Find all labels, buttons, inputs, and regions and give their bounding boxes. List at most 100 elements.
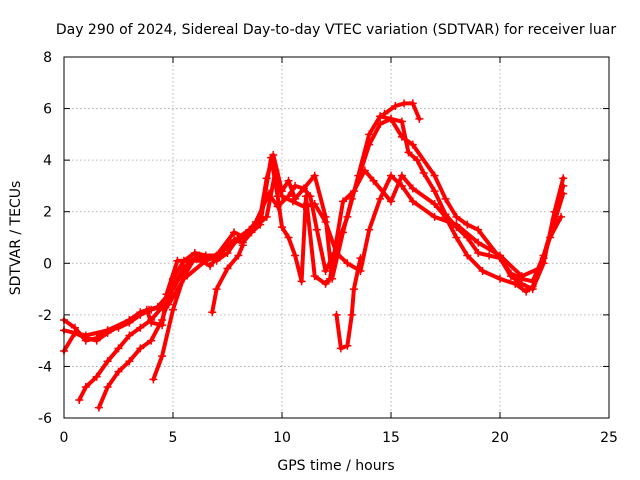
data-point-marker [136,310,145,319]
data-point-marker [245,225,254,234]
data-point-marker [321,267,330,276]
y-tick-label: 8 [43,50,52,66]
x-tick-label: 0 [60,430,69,446]
data-point-marker [125,318,134,327]
data-point-marker [474,238,483,247]
data-point-marker [92,334,101,343]
data-point-marker [430,199,439,208]
data-point-marker [114,344,123,353]
y-tick-label: 6 [43,102,52,118]
series-trace-5 [94,254,208,412]
data-point-marker [365,225,374,234]
data-point-marker [299,184,308,193]
data-point-marker [397,117,406,126]
data-point-marker [360,166,369,175]
y-tick-label: -4 [38,359,52,375]
data-point-marker [539,251,548,260]
axis-ticks: 0 5 10 15 20 25 -6 -4 -2 0 2 4 6 8 [38,50,618,446]
data-point-marker [223,248,232,257]
data-point-marker [291,194,300,203]
data-point-marker [463,220,472,229]
data-point-marker [365,130,374,139]
data-point-marker [354,171,363,180]
data-point-marker [430,212,439,221]
data-point-marker [256,220,265,229]
y-tick-label: 2 [43,205,52,221]
data-point-marker [380,109,389,118]
data-point-marker [419,169,428,178]
data-point-marker [413,156,422,165]
data-point-marker [321,212,330,221]
x-tick-label: 25 [600,430,618,446]
data-point-marker [208,254,217,263]
data-point-marker [278,223,286,232]
data-point-marker [408,140,417,149]
data-point-marker [125,357,134,366]
x-tick-label: 20 [491,430,509,446]
data-point-marker [397,171,406,180]
data-point-marker [391,101,400,110]
data-point-marker [169,305,177,314]
data-point-marker [278,187,286,196]
data-point-marker [147,336,156,345]
data-point-marker [557,212,566,221]
data-point-marker [349,285,358,294]
data-point-marker [387,114,395,123]
data-point-marker [94,403,103,412]
data-point-marker [284,176,293,185]
series-trace-4 [75,112,568,404]
data-point-marker [262,174,271,183]
plot-frame [63,56,610,419]
series-trace-9 [380,99,424,123]
data-point-marker [179,272,188,281]
data-point-marker [158,352,167,361]
data-point-marker [339,197,348,206]
series-trace-2 [60,114,568,340]
series-line [62,116,566,338]
data-point-marker [496,274,504,283]
y-tick-label: -6 [38,411,52,427]
data-point-marker [125,331,134,340]
series-trace-8 [332,254,365,353]
data-point-marker [415,114,424,123]
data-point-marker [408,197,417,206]
data-point-marker [441,194,450,203]
series-line [77,114,566,402]
data-point-marker [103,383,112,392]
data-point-marker [376,112,385,121]
y-tick-label: 0 [43,256,52,272]
data-point-marker [149,375,158,384]
data-point-marker [400,99,409,108]
data-point-marker [325,274,334,283]
data-point-marker [206,261,215,270]
data-point-marker [528,277,537,286]
data-point-marker [478,267,487,276]
data-point-marker [496,254,504,263]
data-point-marker [463,233,472,242]
data-point-marker [234,251,243,260]
data-point-marker [234,233,243,242]
data-point-marker [306,192,315,201]
y-axis-label: SDTVAR / TECUs [8,181,24,296]
data-point-marker [103,326,112,335]
y-tick-label: -2 [38,308,52,324]
data-point-marker [297,277,306,286]
data-point-marker [238,241,247,250]
y-tick-label: 4 [43,153,52,169]
data-point-marker [404,148,413,157]
series-trace-6 [149,254,217,384]
data-point-marker [506,269,515,278]
data-point-marker [511,279,520,288]
data-point-marker [463,251,472,260]
data-point-marker [310,272,319,281]
data-point-marker [310,171,319,180]
data-point-marker [147,316,156,325]
data-point-marker [430,171,439,180]
data-point-marker [441,210,450,219]
data-point-marker [387,171,395,180]
data-point-marker [408,99,417,108]
data-point-marker [230,228,239,237]
data-point-marker [522,287,531,296]
x-tick-label: 10 [273,430,291,446]
